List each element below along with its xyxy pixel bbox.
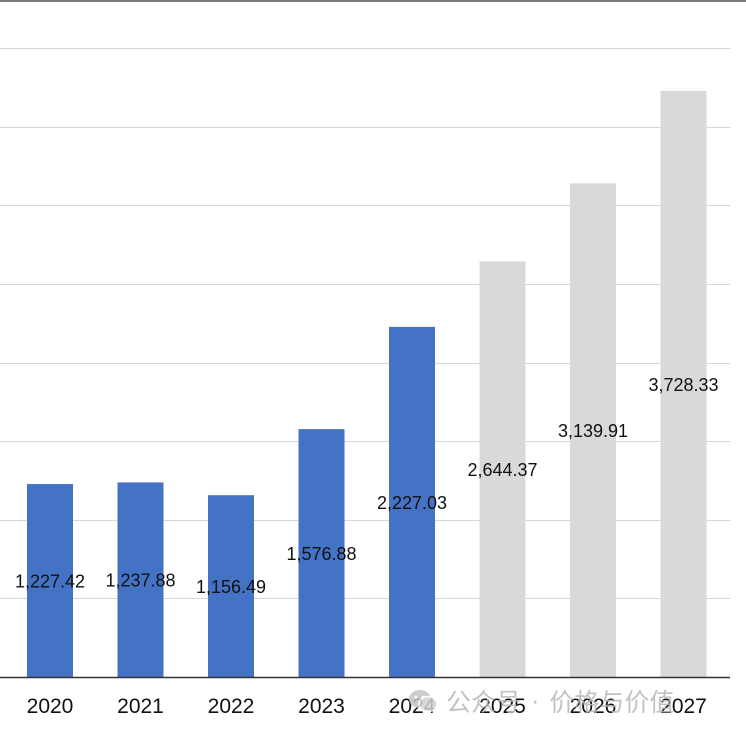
x-axis: 2020 2021 2022 2023 2024 2025 2026 2027 bbox=[0, 676, 730, 718]
x-tick-label: 2025 bbox=[479, 695, 526, 718]
data-label: 3,139.91 bbox=[558, 421, 628, 441]
watermark-name: 价格与价值 bbox=[549, 689, 675, 717]
data-label: 1,237.88 bbox=[105, 571, 175, 591]
watermark-separator: · bbox=[531, 686, 540, 715]
x-tick-label: 2021 bbox=[117, 695, 164, 718]
x-tick-label: 2020 bbox=[27, 695, 74, 718]
x-tick-label: 2022 bbox=[208, 695, 255, 718]
data-label: 3,728.33 bbox=[648, 375, 718, 395]
data-label: 2,644.37 bbox=[467, 460, 537, 480]
gridlines bbox=[0, 48, 730, 599]
data-label: 1,156.49 bbox=[196, 577, 266, 597]
bar-2024 bbox=[389, 326, 435, 677]
top-border bbox=[0, 0, 746, 2]
watermark-account-label: 公众号 bbox=[446, 689, 522, 717]
bar-2025 bbox=[479, 261, 526, 677]
wechat-icon bbox=[409, 690, 438, 713]
bars bbox=[27, 90, 707, 678]
data-label: 1,576.88 bbox=[286, 544, 356, 564]
bar-2023 bbox=[298, 429, 345, 677]
bar-2022 bbox=[208, 495, 254, 677]
bar-2020 bbox=[27, 484, 73, 677]
data-label: 1,227.42 bbox=[15, 572, 85, 592]
x-tick-label: 2027 bbox=[660, 695, 707, 718]
x-tick-label: 2023 bbox=[298, 695, 345, 718]
bar-2021 bbox=[117, 482, 164, 677]
data-label: 2,227.03 bbox=[377, 493, 447, 513]
x-tick-label: 2026 bbox=[570, 695, 617, 718]
data-labels: 1,227.42 1,237.88 1,156.49 1,576.88 2,227.03… bbox=[15, 375, 719, 597]
bar-2026 bbox=[570, 183, 616, 678]
bar-2027 bbox=[660, 90, 707, 678]
watermark: 公众号 · 价格与价值 bbox=[408, 683, 674, 719]
